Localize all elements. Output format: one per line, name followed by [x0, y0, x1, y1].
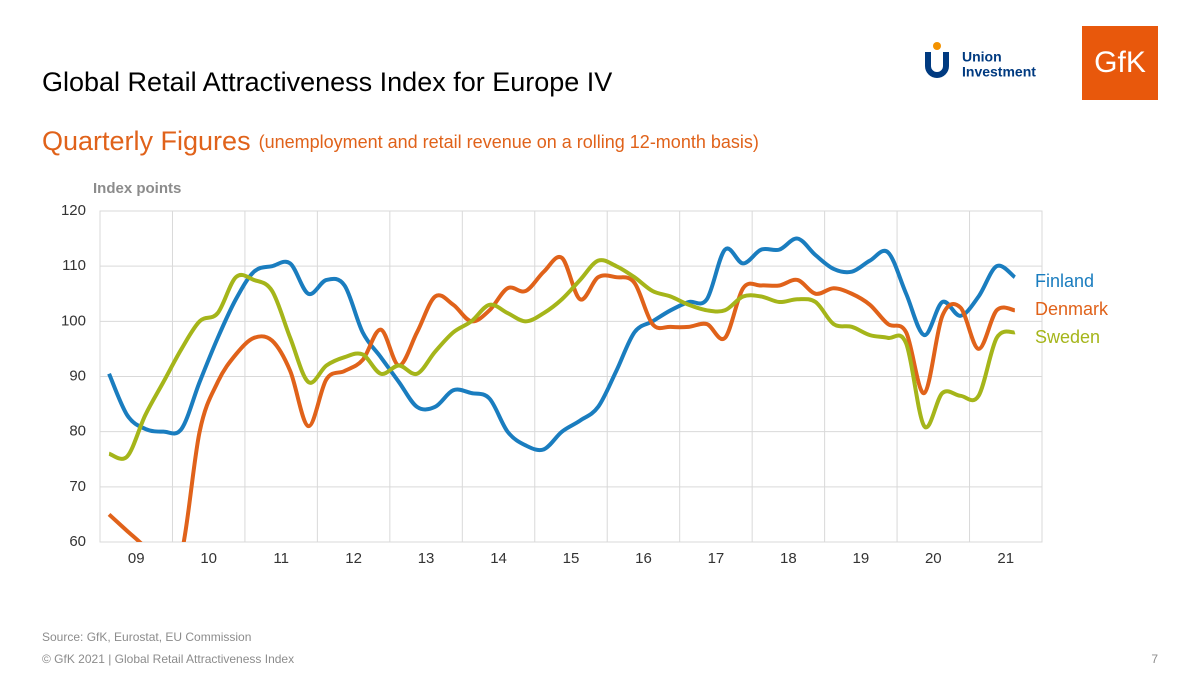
x-tick-label: 19: [853, 550, 870, 567]
legend-label: Denmark: [1035, 299, 1109, 319]
x-tick-label: 21: [997, 550, 1014, 567]
series-line: [108, 258, 1016, 461]
gfk-logo: [1082, 26, 1158, 100]
copyright: © GfK 2021 | Global Retail Attractivenes…: [42, 652, 294, 666]
y-tick-label: 80: [69, 423, 86, 440]
union-logo-dot: [933, 42, 941, 50]
x-tick-label: 13: [418, 550, 435, 567]
x-tick-label: 11: [273, 550, 289, 567]
x-tick-label: 14: [490, 550, 507, 567]
y-tick-label: 90: [69, 367, 86, 384]
y-tick-label: 60: [69, 533, 86, 550]
subtitle: Quarterly Figures (unemployment and retai…: [42, 126, 759, 156]
x-tick-label: 12: [345, 550, 362, 567]
y-axis-label: Index points: [93, 180, 181, 197]
union-logo-text: Union: [962, 49, 1002, 65]
page-number: 7: [1151, 652, 1158, 666]
lines: [107, 236, 1017, 542]
y-tick-label: 100: [61, 312, 86, 329]
x-tick-label: 20: [925, 550, 942, 567]
labels: 60 70 80 90 100 110 120 09 10 11 12 13 14 15 16 17 18 19 2…: [61, 202, 1109, 567]
x-tick-label: 17: [708, 550, 725, 567]
x-tick-label: 10: [200, 550, 217, 567]
slide-title: Global Retail Attractiveness Index for E…: [42, 67, 612, 97]
series-line: [107, 236, 1017, 453]
x-tick-label: 09: [128, 550, 145, 567]
subtitle-note: (unemployment and retail revenue on a ro…: [259, 132, 759, 152]
grid: [100, 210, 1042, 543]
y-tick-label: 110: [62, 257, 86, 274]
legend-label: Finland: [1035, 271, 1094, 291]
union-logo-text: Investment: [962, 64, 1036, 80]
gfk-logo-text: GfK: [1094, 46, 1146, 79]
legend-label: Sweden: [1035, 327, 1100, 347]
union-logo: Union Investment: [925, 42, 1036, 80]
x-tick-label: 18: [780, 550, 797, 567]
series-line: [107, 254, 1016, 542]
x-tick-label: 16: [635, 550, 652, 567]
union-logo-mark: [925, 52, 949, 78]
x-tick-label: 15: [563, 550, 580, 567]
source: Source: GfK, Eurostat, EU Commission: [42, 630, 251, 644]
subtitle-main: Quarterly Figures: [42, 126, 251, 156]
y-tick-label: 70: [69, 478, 86, 495]
y-tick-label: 120: [61, 202, 86, 219]
